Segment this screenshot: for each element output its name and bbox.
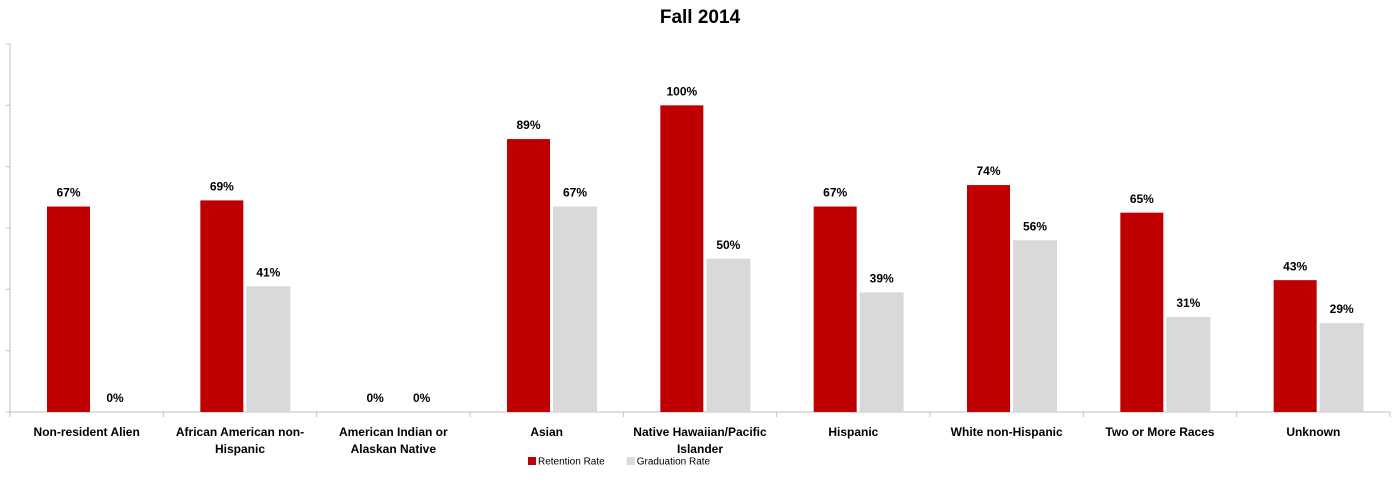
bar [246,286,291,412]
x-tick-label: American Indian or Alaskan Native [338,425,448,456]
data-label: 89% [516,118,540,132]
x-tick-label: Non-resident Alien [33,425,140,439]
legend-label: Graduation Rate [637,457,711,468]
bar [967,185,1010,412]
data-label: 67% [563,186,587,200]
x-tick-label: Unknown [1286,425,1341,439]
bar [507,139,550,413]
bar [813,206,857,412]
bar [1166,316,1211,412]
bar [1120,212,1164,412]
data-label: 69% [210,180,234,194]
x-tick-label: Two or More Races [1105,425,1215,439]
data-label: 43% [1283,259,1307,273]
bar [47,206,90,412]
data-label: 67% [823,186,847,200]
legend-label: Retention Rate [538,457,605,468]
data-label: 29% [1330,302,1354,316]
x-tick-label: African American non-Hispanic [175,425,305,456]
data-label: 0% [366,391,384,405]
legend-swatch [528,457,536,465]
x-tick-label: Asian [530,425,563,439]
chart-title: Fall 2014 [660,7,741,28]
data-label: 50% [716,238,740,252]
bar [200,200,244,412]
data-label: 100% [666,85,697,99]
bar [706,258,751,412]
bar [660,105,704,412]
x-tick-label: White non-Hispanic [950,425,1063,439]
bar [1273,280,1317,412]
data-label: 41% [256,265,280,279]
data-label: 0% [413,391,431,405]
x-tick-label: Hispanic [828,425,879,439]
data-label: 39% [870,272,894,286]
data-label: 31% [1176,296,1200,310]
data-label: 67% [56,186,80,200]
bar [553,206,597,412]
bar [1013,240,1057,412]
data-label: 56% [1023,219,1047,233]
bar [1319,323,1364,412]
data-label: 0% [106,391,124,405]
bar [859,292,904,412]
data-label: 65% [1130,192,1154,206]
legend-swatch [626,457,635,465]
data-label: 74% [976,164,1000,178]
x-tick-label: Native Hawaiian/Pacific Islander [633,425,767,456]
